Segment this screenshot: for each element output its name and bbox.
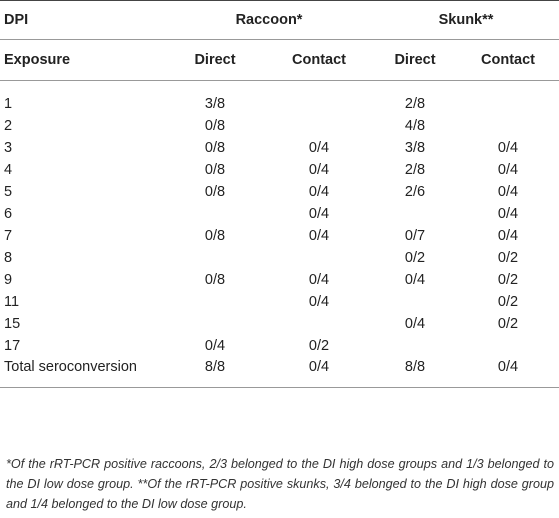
skunk-contact-cell [457,115,559,137]
raccoon-contact-cell: 0/4 [308,162,330,178]
table-row: 11 0/4 0/2 [0,291,559,313]
table-footnote: *Of the rRT-PCR positive raccoons, 2/3 b… [6,457,554,511]
raccoon-contact-cell [265,115,373,137]
skunk-contact-cell: 0/4 [497,184,519,200]
total-row: Total seroconversion 8/8 0/4 8/8 0/4 [0,357,559,388]
raccoon-direct-cell [165,203,265,225]
dpi-cell: 6 [4,206,13,222]
raccoon-contact-cell [265,247,373,269]
skunk-contact-cell: 0/2 [497,316,519,332]
raccoon-header: Raccoon* [235,12,303,28]
skunk-direct-cell [373,291,457,313]
table-body: 1 3/8 2/8 2 0/8 4/8 3 0/8 0/4 3/8 0/4 4 0/8 0/4 2/8 0/4… [0,81,559,388]
raccoon-contact-header: Contact [292,52,346,68]
skunk-contact-header: Contact [481,52,535,68]
raccoon-direct-total: 8/8 [165,357,265,388]
table-row: 8 0/2 0/2 [0,247,559,269]
skunk-contact-cell: 0/4 [497,206,519,222]
skunk-direct-cell: 2/6 [404,184,426,200]
skunk-direct-cell: 0/7 [404,228,426,244]
dpi-cell: 2 [4,118,13,134]
total-label: Total seroconversion [0,357,165,388]
skunk-contact-cell: 0/2 [497,272,519,288]
table-row: 15 0/4 0/2 [0,313,559,335]
skunk-direct-cell: 0/4 [404,316,426,332]
skunk-direct-cell: 2/8 [404,162,426,178]
skunk-contact-cell: 0/4 [497,228,519,244]
raccoon-direct-cell: 0/4 [204,338,226,354]
skunk-contact-cell: 0/2 [497,294,519,310]
raccoon-direct-cell: 0/8 [204,162,226,178]
skunk-contact-cell [457,335,559,357]
raccoon-contact-cell [265,313,373,335]
table-row: 17 0/4 0/2 [0,335,559,357]
table-row: 1 3/8 2/8 [0,81,559,116]
skunk-contact-cell: 0/4 [497,162,519,178]
dpi-cell: 7 [4,228,13,244]
skunk-direct-cell: 4/8 [404,118,426,134]
raccoon-direct-header: Direct [194,52,236,68]
skunk-direct-total: 8/8 [373,357,458,388]
seroconversion-table-container: DPI Raccoon* Skunk** Exposure Direct Con… [0,0,559,388]
table-row: 7 0/8 0/4 0/7 0/4 [0,225,559,247]
dpi-cell: 11 [4,294,20,310]
raccoon-direct-cell: 3/8 [204,96,226,112]
skunk-direct-cell: 3/8 [404,140,426,156]
skunk-contact-cell [457,81,559,116]
raccoon-direct-cell [165,291,265,313]
header-group-row: DPI Raccoon* Skunk** [0,0,559,40]
raccoon-contact-cell: 0/4 [308,184,330,200]
skunk-contact-total: 0/4 [457,357,559,388]
dpi-cell: 1 [4,96,13,112]
table-header: DPI Raccoon* Skunk** Exposure Direct Con… [0,0,559,81]
skunk-header: Skunk** [438,12,494,28]
skunk-direct-cell: 0/2 [404,250,426,266]
table-row: 9 0/8 0/4 0/4 0/2 [0,269,559,291]
table-row: 5 0/8 0/4 2/6 0/4 [0,181,559,203]
raccoon-direct-cell: 0/8 [204,228,226,244]
skunk-direct-cell [373,203,457,225]
dpi-cell: 9 [4,272,13,288]
table-row: 3 0/8 0/4 3/8 0/4 [0,137,559,159]
table-row: 4 0/8 0/4 2/8 0/4 [0,159,559,181]
skunk-direct-cell [373,335,457,357]
dpi-cell: 8 [4,250,13,266]
dpi-cell: 3 [4,140,13,156]
raccoon-direct-cell: 0/8 [204,184,226,200]
raccoon-contact-cell: 0/4 [308,140,330,156]
dpi-cell: 4 [4,162,13,178]
header-sub-row: Exposure Direct Contact Direct Contact [0,39,559,81]
raccoon-direct-cell: 0/8 [204,272,226,288]
raccoon-contact-cell: 0/4 [308,272,330,288]
dpi-cell: 15 [4,316,21,332]
skunk-direct-cell: 0/4 [404,272,426,288]
raccoon-contact-cell: 0/4 [308,228,330,244]
skunk-contact-cell: 0/4 [497,140,519,156]
skunk-contact-cell: 0/2 [497,250,519,266]
dpi-cell: 5 [4,184,13,200]
dpi-cell: 17 [4,338,21,354]
seroconversion-table: DPI Raccoon* Skunk** Exposure Direct Con… [0,0,559,388]
raccoon-direct-cell: 0/8 [204,118,226,134]
raccoon-direct-cell [165,313,265,335]
raccoon-contact-cell [265,81,373,116]
table-row: 6 0/4 0/4 [0,203,559,225]
raccoon-direct-cell [165,247,265,269]
skunk-direct-cell: 2/8 [404,96,426,112]
dpi-header: DPI [4,12,29,28]
exposure-header: Exposure [4,52,71,68]
skunk-direct-header: Direct [394,52,436,68]
raccoon-contact-cell: 0/4 [308,294,330,310]
raccoon-contact-cell: 0/4 [308,206,330,222]
raccoon-contact-total: 0/4 [265,357,374,388]
table-row: 2 0/8 4/8 [0,115,559,137]
raccoon-contact-cell: 0/2 [308,338,330,354]
raccoon-direct-cell: 0/8 [204,140,226,156]
